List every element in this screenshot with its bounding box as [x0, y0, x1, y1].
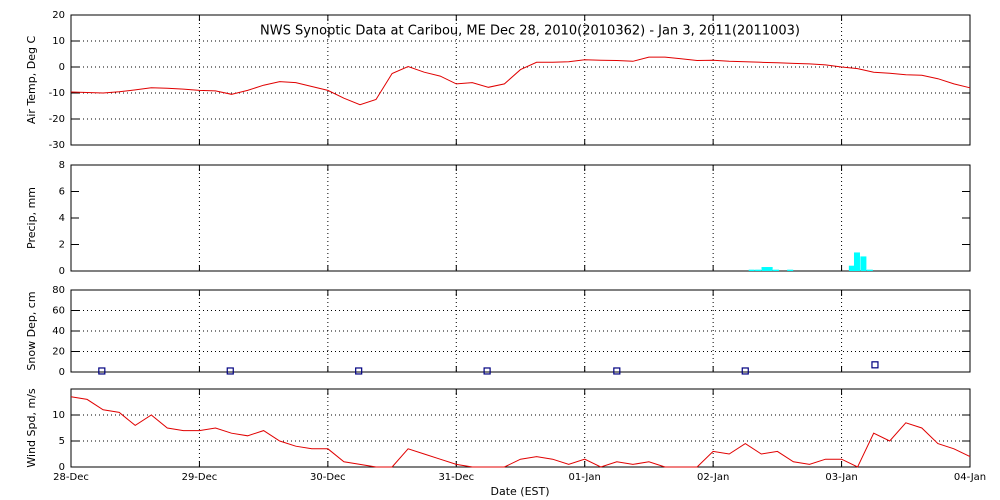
y-tick-label: 6	[59, 187, 65, 198]
plot-frame	[70, 289, 971, 373]
y-tick-label: 10	[52, 36, 65, 47]
x-axis-label: Date (EST)	[490, 485, 549, 498]
bar	[853, 252, 860, 271]
chart-title: NWS Synoptic Data at Caribou, ME Dec 28,…	[260, 24, 800, 39]
plot-frame	[70, 388, 971, 468]
bar	[748, 269, 755, 271]
x-tick-label: 29-Dec	[182, 472, 218, 483]
x-tick-label: 01-Jan	[569, 472, 601, 483]
y-tick-label: 0	[59, 367, 65, 378]
x-tick-label: 28-Dec	[53, 472, 89, 483]
plot-frame	[70, 164, 971, 272]
x-tick-label: 02-Jan	[697, 472, 729, 483]
y-tick-label: 40	[52, 326, 65, 337]
y-tick-label: 10	[52, 410, 65, 421]
bar	[866, 269, 873, 271]
point	[226, 367, 234, 375]
data-line	[70, 396, 971, 468]
y-tick-label: 0	[59, 462, 65, 473]
bar	[766, 267, 773, 271]
bar	[860, 256, 867, 271]
point	[613, 367, 621, 375]
y-tick-label: 60	[52, 306, 65, 317]
y-tick-label: 5	[59, 436, 65, 447]
y-tick-label: 4	[59, 213, 65, 224]
y-axis-label: Precip, mm	[25, 187, 38, 249]
y-tick-label: 0	[59, 266, 65, 277]
x-tick-label: 31-Dec	[438, 472, 474, 483]
y-tick-label: 20	[52, 347, 65, 358]
point	[483, 367, 491, 375]
bar	[848, 265, 855, 271]
y-tick-label: 2	[59, 240, 65, 251]
y-axis-label: Air Temp, Deg C	[25, 36, 38, 125]
y-tick-label: 0	[59, 62, 65, 73]
y-axis-label: Snow Dep, cm	[25, 291, 38, 370]
point	[871, 361, 879, 369]
point	[741, 367, 749, 375]
x-tick-label: 03-Jan	[825, 472, 857, 483]
bar	[755, 269, 762, 271]
y-tick-label: 80	[52, 285, 65, 296]
y-tick-label: 8	[59, 160, 65, 171]
y-tick-label: -20	[49, 114, 65, 125]
bar	[773, 269, 780, 271]
point	[98, 367, 106, 375]
y-tick-label: 20	[52, 10, 65, 21]
data-line	[70, 56, 971, 106]
point	[355, 367, 363, 375]
y-tick-label: -30	[49, 140, 65, 151]
plot-frame	[70, 14, 971, 146]
y-tick-label: -10	[49, 88, 65, 99]
x-tick-label: 30-Dec	[310, 472, 346, 483]
x-tick-label: 04-Jan	[954, 472, 986, 483]
bar	[787, 269, 794, 271]
bar	[761, 267, 768, 271]
y-axis-label: Wind Spd, m/s	[25, 388, 38, 468]
